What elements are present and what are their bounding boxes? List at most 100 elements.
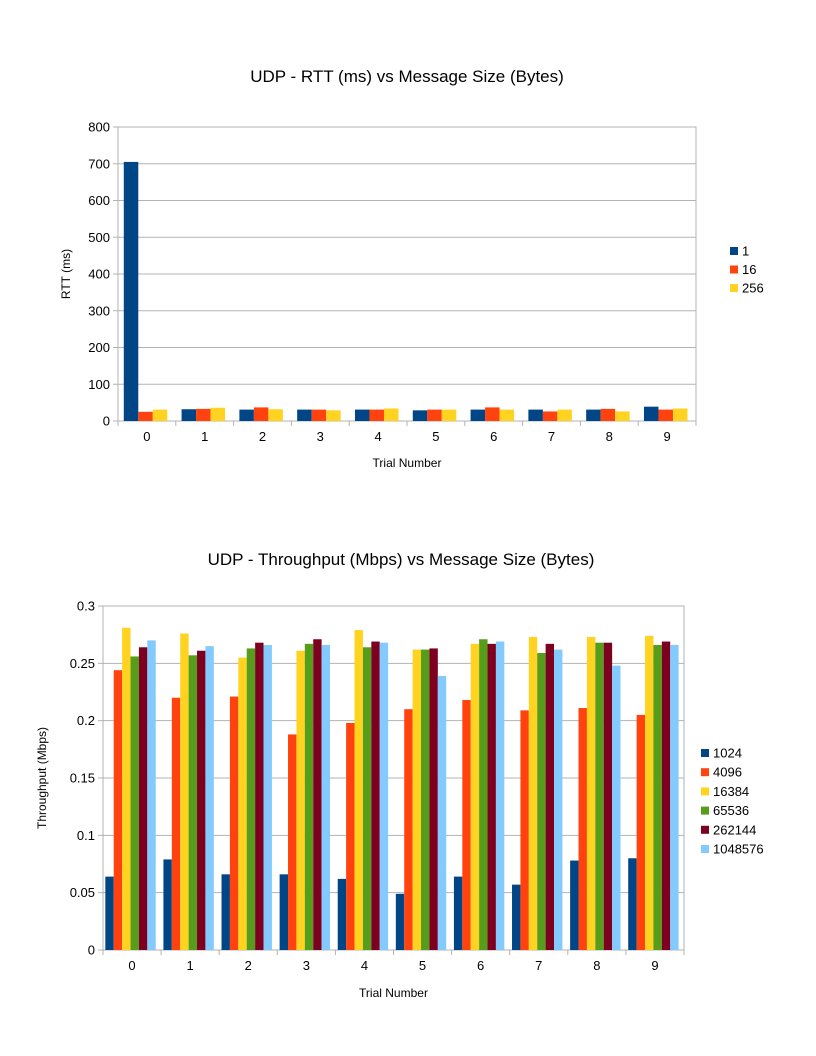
rtt-legend-swatch-16: [730, 265, 738, 274]
throughput-bar-4096-trial-6: [462, 700, 471, 950]
rtt-x-tick-label: 4: [374, 429, 381, 444]
throughput-legend-label-1048576: 1048576: [713, 842, 764, 857]
throughput-legend-swatch-1048576: [701, 845, 709, 853]
rtt-chart: UDP - RTT (ms) vs Message Size (Bytes) 0 1…: [59, 67, 764, 470]
rtt-legend-label-256: 256: [742, 281, 764, 296]
throughput-bar-1048576-trial-6: [495, 641, 505, 950]
throughput-bar-65536-trial-3: [304, 643, 314, 950]
throughput-bar-4096-trial-5: [404, 709, 413, 950]
rtt-x-tick-label: 7: [548, 429, 555, 444]
rtt-y-tick-label: 100: [88, 377, 110, 392]
rtt-bar-1-trial-6: [470, 409, 486, 421]
throughput-bar-65536-trial-7: [537, 653, 546, 950]
rtt-x-tick-label: 1: [201, 429, 208, 444]
throughput-bar-65536-trial-4: [362, 647, 372, 950]
rtt-y-axis-label: RTT (ms): [59, 249, 73, 299]
rtt-bar-16-trial-9: [658, 409, 673, 421]
rtt-y-tick-label: 200: [88, 340, 110, 355]
rtt-bar-16-trial-4: [369, 409, 384, 421]
throughput-bar-16384-trial-1: [180, 633, 189, 950]
rtt-x-tick-label: 5: [432, 429, 439, 444]
throughput-bar-16384-trial-9: [645, 635, 654, 950]
throughput-bar-262144-trial-7: [545, 643, 555, 950]
throughput-bar-16384-trial-2: [238, 657, 247, 950]
throughput-bar-262144-trial-9: [661, 641, 671, 950]
throughput-bar-65536-trial-9: [653, 644, 662, 950]
throughput-bar-262144-trial-8: [603, 642, 613, 950]
rtt-bar-1-trial-1: [181, 409, 197, 421]
throughput-x-tick-label: 2: [245, 958, 252, 973]
throughput-x-tick-label: 1: [187, 958, 194, 973]
throughput-bar-16384-trial-3: [296, 650, 305, 950]
throughput-legend-swatch-1024: [701, 749, 709, 757]
throughput-bar-4096-trial-7: [520, 710, 529, 950]
throughput-legend-label-16384: 16384: [713, 784, 749, 799]
rtt-bar-256-trial-1: [210, 407, 226, 421]
throughput-bar-1048576-trial-3: [321, 644, 331, 950]
rtt-bar-1-trial-4: [354, 409, 370, 421]
rtt-bar-256-trial-0: [152, 409, 168, 421]
rtt-bar-16-trial-6: [485, 407, 500, 421]
throughput-bar-16384-trial-0: [122, 627, 131, 950]
rtt-y-tick-label: 300: [88, 303, 110, 318]
throughput-legend-label-262144: 262144: [713, 822, 756, 837]
rtt-y-tick-label: 700: [88, 156, 110, 171]
throughput-bar-1024-trial-5: [395, 893, 405, 950]
throughput-bar-1024-trial-0: [105, 876, 114, 950]
throughput-y-tick-label: 0.05: [70, 885, 95, 900]
throughput-bar-4096-trial-3: [288, 734, 297, 950]
throughput-legend-label-1024: 1024: [713, 746, 742, 761]
throughput-bar-262144-trial-2: [255, 642, 264, 950]
rtt-bar-256-trial-9: [672, 408, 688, 421]
throughput-bar-262144-trial-5: [429, 648, 438, 950]
throughput-bar-262144-trial-3: [313, 639, 322, 950]
throughput-x-axis-label: Trial Number: [359, 986, 428, 1000]
throughput-bar-65536-trial-0: [130, 656, 139, 950]
rtt-bar-256-trial-4: [383, 408, 399, 421]
throughput-y-tick-label: 0: [88, 943, 95, 958]
throughput-bar-1024-trial-3: [279, 874, 289, 950]
throughput-chart: UDP - Throughput (Mbps) vs Message Size …: [35, 550, 764, 1000]
rtt-x-tick-label: 6: [490, 429, 497, 444]
rtt-bar-16-trial-8: [600, 408, 616, 421]
throughput-bar-16384-trial-5: [412, 649, 422, 950]
throughput-y-tick-label: 0.3: [77, 599, 95, 614]
throughput-legend-swatch-65536: [701, 806, 709, 815]
throughput-bar-65536-trial-1: [188, 655, 198, 950]
rtt-bar-256-trial-2: [268, 409, 283, 421]
rtt-bar-1-trial-8: [586, 409, 601, 421]
rtt-y-tick-label: 600: [88, 193, 110, 208]
throughput-bar-1048576-trial-8: [612, 665, 621, 950]
throughput-bar-65536-trial-8: [595, 642, 604, 950]
rtt-bar-256-trial-8: [615, 411, 630, 421]
throughput-chart-title: UDP - Throughput (Mbps) vs Message Size …: [208, 550, 595, 569]
throughput-bar-1024-trial-6: [453, 876, 463, 950]
throughput-x-tick-label: 8: [593, 958, 600, 973]
throughput-legend-label-4096: 4096: [713, 765, 742, 780]
rtt-bar-16-trial-3: [311, 409, 327, 421]
throughput-y-tick-label: 0.2: [77, 713, 95, 728]
throughput-legend-swatch-4096: [701, 768, 709, 777]
throughput-bar-1024-trial-2: [221, 874, 230, 950]
throughput-y-tick-label: 0.15: [70, 771, 95, 786]
throughput-bar-1024-trial-9: [628, 858, 637, 950]
throughput-bar-1048576-trial-2: [263, 644, 272, 950]
throughput-bar-16384-trial-7: [528, 636, 538, 950]
throughput-bar-4096-trial-1: [171, 697, 181, 950]
throughput-bar-65536-trial-2: [246, 648, 256, 950]
throughput-bar-262144-trial-6: [487, 643, 496, 950]
throughput-y-axis-label: Throughput (Mbps): [35, 727, 49, 829]
rtt-bar-16-trial-2: [253, 407, 269, 421]
throughput-bar-4096-trial-8: [578, 708, 587, 950]
rtt-bar-1-trial-9: [643, 406, 659, 421]
rtt-x-tick-label: 3: [317, 429, 324, 444]
rtt-bar-256-trial-5: [441, 409, 457, 421]
rtt-bar-1-trial-7: [528, 409, 543, 421]
throughput-bar-65536-trial-6: [479, 639, 488, 950]
throughput-bar-4096-trial-2: [229, 696, 239, 950]
rtt-y-tick-label: 500: [88, 230, 110, 245]
rtt-bar-1-trial-0: [123, 161, 139, 421]
rtt-bar-1-trial-3: [297, 409, 312, 421]
rtt-bar-256-trial-6: [499, 409, 515, 421]
throughput-bar-4096-trial-9: [636, 714, 646, 950]
